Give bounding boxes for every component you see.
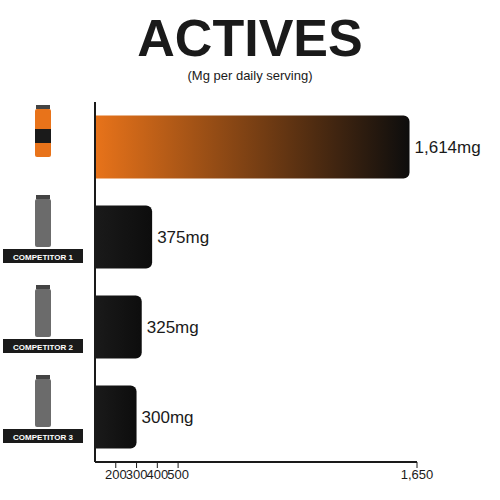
svg-text:COMPETITOR 3: COMPETITOR 3: [13, 433, 73, 442]
svg-text:COMPETITOR 2: COMPETITOR 2: [13, 343, 73, 352]
html-text:ACTIVES: ACTIVES: [137, 9, 363, 67]
svg-text:375mg: 375mg: [157, 228, 209, 247]
svg-text:325mg: 325mg: [147, 318, 199, 337]
svg-text:1,614mg: 1,614mg: [415, 138, 481, 157]
svg-text:500: 500: [167, 467, 189, 482]
svg-text:COMPETITOR 1: COMPETITOR 1: [13, 253, 73, 262]
svg-text:300: 300: [126, 467, 148, 482]
svg-text:400: 400: [146, 467, 168, 482]
svg-text:200: 200: [105, 467, 127, 482]
html-text:(Mg per daily serving): (Mg per daily serving): [187, 68, 313, 83]
svg-text:300mg: 300mg: [142, 408, 194, 427]
svg-text:1,650: 1,650: [401, 467, 434, 482]
